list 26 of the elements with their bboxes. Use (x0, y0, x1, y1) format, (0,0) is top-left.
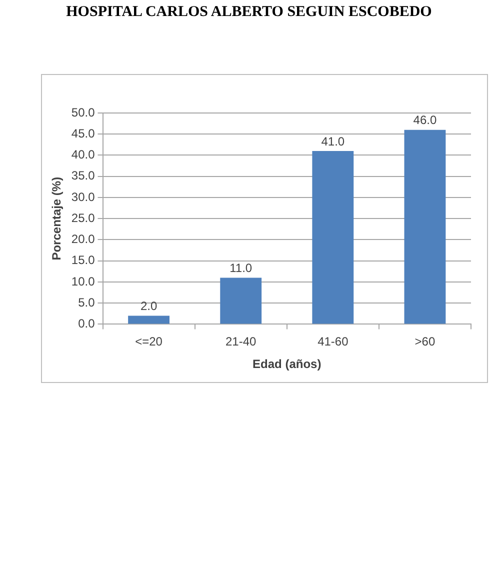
data-label: 46.0 (413, 113, 437, 128)
bar (220, 278, 262, 324)
y-tick-label: 0.0 (78, 316, 96, 331)
x-tick-label: >60 (414, 334, 436, 349)
y-tick-label: 5.0 (78, 295, 96, 310)
y-axis-title: Porcentaje (%) (50, 176, 64, 260)
x-tick-label: <=20 (135, 334, 163, 349)
data-label: 11.0 (230, 261, 252, 276)
x-axis-title: Edad (años) (252, 357, 322, 372)
y-tick-label: 50.0 (71, 105, 96, 120)
bar (128, 316, 170, 324)
y-tick-label: 45.0 (71, 126, 96, 140)
y-tick-label: 35.0 (71, 168, 96, 183)
y-tick-label: 40.0 (71, 148, 96, 162)
bar (404, 130, 446, 324)
y-tick-label: 10.0 (71, 274, 96, 288)
y-tick-label: 15.0 (71, 253, 96, 268)
y-tick-label: 20.0 (71, 232, 96, 246)
y-tick-label: 25.0 (71, 210, 96, 225)
data-label: 41.0 (321, 134, 345, 148)
x-tick-label: 21-40 (225, 334, 257, 349)
y-tick-label: 30.0 (71, 190, 96, 204)
x-tick-label: 41-60 (318, 334, 349, 349)
data-label: 2.0 (140, 299, 158, 314)
bar (312, 151, 354, 324)
chart-title: HOSPITAL CARLOS ALBERTO SEGUIN ESCOBEDO (65, 4, 433, 21)
